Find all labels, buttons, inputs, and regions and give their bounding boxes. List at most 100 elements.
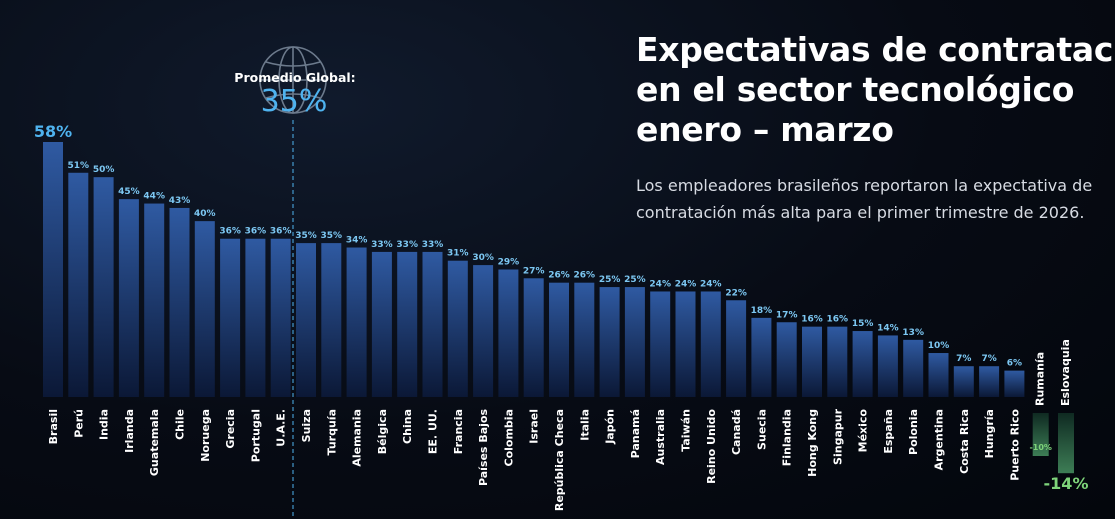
category-label-belgica: Bélgica [376,409,389,454]
value-label-guatemala: 44% [143,192,165,202]
bar-italia [574,282,595,397]
bar-rumania [1032,413,1049,456]
bar-eslovaquia [1058,413,1074,474]
value-label-israel: 27% [523,266,545,276]
bar-india [93,177,114,397]
value-label-puerto-rico: 6% [1007,359,1022,369]
bar-finlandia [776,322,797,397]
category-label-suecia: Suecia [755,409,768,450]
category-label-polonia: Polonia [907,409,920,455]
category-label-japon: Japón [604,409,617,445]
category-label-india: India [98,409,111,440]
chart-subtitle: Los empleadores brasileños reportaron la… [636,176,1093,222]
bar-brasil [43,142,63,397]
category-label-turquia: Turquía [325,409,338,455]
category-label-israel: Israel [528,409,541,444]
category-label-colombia: Colombia [502,409,515,467]
value-label-costa-rica: 7% [956,354,971,364]
category-label-panama: Panamá [629,409,642,458]
value-label-singapur: 16% [827,315,849,325]
bar-belgica [371,251,392,397]
global-average-label: Promedio Global: [234,70,356,85]
bar-republica-checa [549,282,569,397]
category-label-paises-bajos: Países Bajos [477,409,490,486]
category-label-francia: Francia [452,409,465,454]
category-label-singapur: Singapur [831,408,844,465]
category-label-rumania: Rumanía [1034,352,1047,406]
bar-chile [169,207,190,397]
title-line-3: enero – marzo [636,110,894,149]
title-line-1: Expectativas de contratación [636,30,1115,69]
value-label-argentina: 10% [928,341,950,351]
category-label-peru: Perú [72,409,85,438]
value-label-suecia: 18% [751,306,773,316]
category-label-u-a-e: U.A.E. [275,409,288,447]
category-label-taiwan: Taiwán [680,409,693,452]
global-average-value: 35% [260,84,328,119]
category-label-finlandia: Finlandia [781,409,794,466]
value-label-alemania: 34% [346,236,368,246]
bar-argentina [928,353,949,397]
value-label-grecia: 36% [219,227,241,237]
value-label-india: 50% [93,165,115,175]
value-label-u-a-e: 36% [270,227,292,237]
category-label-suiza: Suiza [300,409,313,442]
category-label-mexico: México [857,409,870,453]
category-label-puerto-rico: Puerto Rico [1008,409,1021,481]
value-label-brasil: 58% [34,122,72,141]
bar-reino-unido [700,291,721,397]
bar-alemania [346,247,367,397]
value-label-taiwan: 24% [675,279,697,289]
category-label-hong-kong: Hong Kong [806,409,819,477]
value-label-espana: 14% [877,323,899,333]
globe-icon [259,46,327,114]
bar-mexico [852,331,873,397]
value-label-chile: 43% [169,196,191,206]
bar-colombia [498,269,519,397]
value-label-japon: 25% [599,275,621,285]
bar-suecia [751,317,772,397]
value-label-republica-checa: 26% [548,271,570,281]
category-label-grecia: Grecia [224,409,237,449]
bar-irlanda [118,199,139,397]
bar-canada [726,300,747,397]
category-label-costa-rica: Costa Rica [958,409,971,474]
bar-hungria [979,366,1000,397]
value-label-noruega: 40% [194,209,216,219]
bar-polonia [903,339,924,397]
bar-ee-uu [422,251,443,397]
category-label-eslovaquia: Eslovaquia [1059,339,1072,406]
bar-guatemala [144,203,165,397]
value-label-italia: 26% [574,271,596,281]
value-label-suiza: 35% [295,231,317,241]
category-label-australia: Australia [654,409,667,465]
bar-grecia [220,238,241,397]
value-label-turquia: 35% [321,231,343,241]
value-label-paises-bajos: 30% [472,253,494,263]
bar-taiwan [675,291,696,397]
category-label-espana: España [882,409,895,454]
value-label-hong-kong: 16% [801,315,823,325]
bar-hong-kong [802,326,822,397]
bar-u-a-e [270,238,291,397]
category-label-noruega: Noruega [199,409,212,462]
category-label-reino-unido: Reino Unido [705,409,718,484]
bar-puerto-rico [1004,370,1025,397]
value-label-portugal: 36% [245,227,267,237]
value-label-peru: 51% [68,161,90,171]
value-label-hungria: 7% [981,354,996,364]
category-label-brasil: Brasil [47,409,60,444]
bar-portugal [245,238,266,397]
value-label-australia: 24% [649,279,671,289]
bar-singapur [827,326,848,397]
category-label-ee-uu: EE. UU. [427,409,440,454]
category-label-chile: Chile [174,409,187,440]
bar-china [397,251,418,397]
category-label-china: China [401,409,414,444]
value-label-belgica: 33% [371,240,393,250]
category-label-italia: Italia [578,409,591,441]
bar-turquia [321,243,342,397]
value-label-irlanda: 45% [118,187,140,197]
value-label-finlandia: 17% [776,310,798,320]
